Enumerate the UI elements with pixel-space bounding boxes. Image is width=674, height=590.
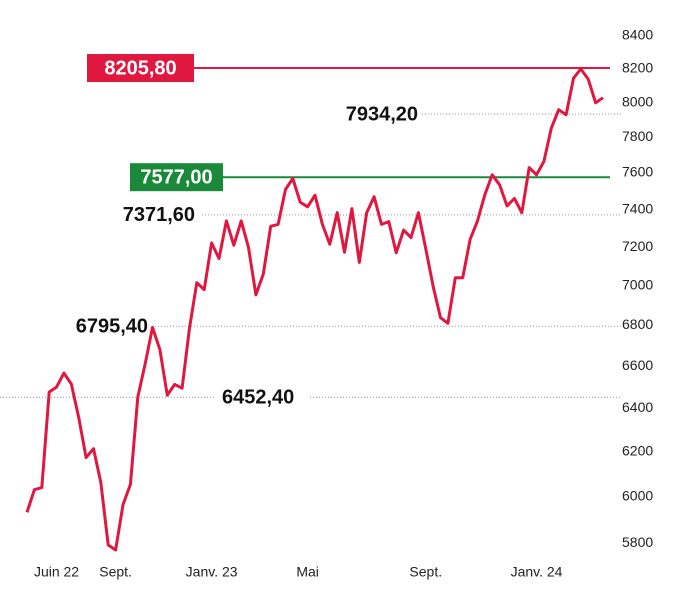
reference-label-box [87, 54, 194, 83]
y-tick-label: 8200 [622, 60, 653, 76]
y-tick-label: 8000 [622, 94, 653, 110]
y-tick-label: 6200 [622, 443, 653, 459]
reference-label: 8205,80 [104, 57, 176, 79]
x-tick-label: Janv. 24 [511, 564, 563, 580]
y-tick-label: 7600 [622, 164, 653, 180]
reference-label: 7934,20 [346, 103, 418, 125]
y-tick-label: 6000 [622, 487, 653, 503]
y-tick-label: 6600 [622, 357, 653, 373]
reference-label-box [130, 163, 223, 192]
y-tick-label: 7200 [622, 238, 653, 254]
x-tick-label: Sept. [99, 564, 132, 580]
reference-label: 7577,00 [140, 166, 212, 188]
y-tick-label: 6800 [622, 316, 653, 332]
y-tick-label: 6400 [622, 399, 653, 415]
y-tick-label: 7800 [622, 128, 653, 144]
x-tick-label: Mai [296, 564, 319, 580]
reference-label: 6452,40 [222, 386, 294, 408]
y-tick-label: 8400 [622, 27, 653, 43]
x-tick-label: Juin 22 [34, 564, 79, 580]
x-tick-label: Sept. [409, 564, 442, 580]
y-tick-label: 7400 [622, 200, 653, 216]
y-tick-label: 5800 [622, 534, 653, 550]
reference-label: 6795,40 [76, 316, 148, 338]
x-tick-label: Janv. 23 [186, 564, 238, 580]
reference-label: 7371,60 [123, 204, 195, 226]
y-tick-label: 7000 [622, 276, 653, 292]
price-line [25, 67, 604, 552]
